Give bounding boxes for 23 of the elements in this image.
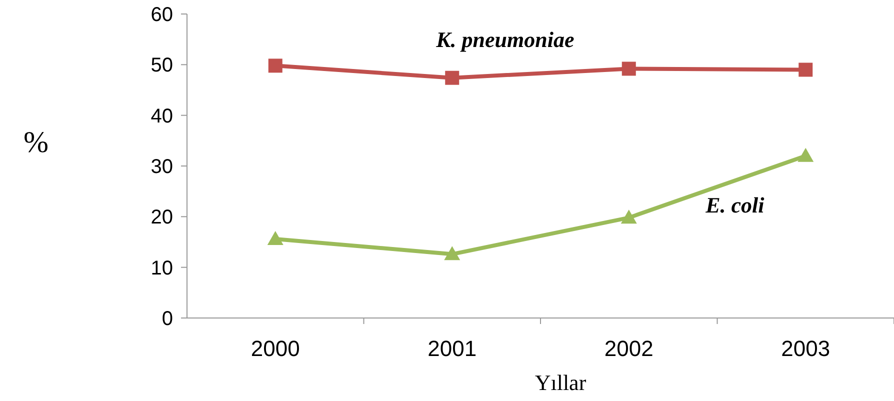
point: [444, 246, 460, 260]
point: [798, 62, 813, 77]
x-tick-label: 2000: [250, 336, 300, 361]
y-axis-title: %: [24, 126, 48, 159]
point: [622, 62, 636, 76]
y-tick-label: 0: [162, 308, 173, 330]
y-tick-label: 10: [150, 257, 173, 280]
y-tick-label: 40: [150, 105, 173, 128]
x-axis-title: Yıllar: [534, 370, 587, 395]
y-tick-label: 50: [150, 54, 173, 77]
point: [267, 230, 284, 245]
x-tick-label: 2003: [781, 336, 830, 361]
y-tick-label: 60: [150, 4, 173, 26]
point: [268, 58, 282, 73]
series-label: K. pneumoniae: [435, 27, 574, 52]
point: [798, 148, 814, 162]
x-tick-label: 2002: [604, 336, 654, 361]
y-tick-label: 20: [150, 206, 173, 229]
y-tick-label: 30: [150, 156, 173, 178]
series-label: E. coli: [704, 192, 766, 218]
point: [445, 70, 460, 85]
x-tick-label: 2001: [428, 336, 477, 361]
point: [620, 210, 637, 224]
